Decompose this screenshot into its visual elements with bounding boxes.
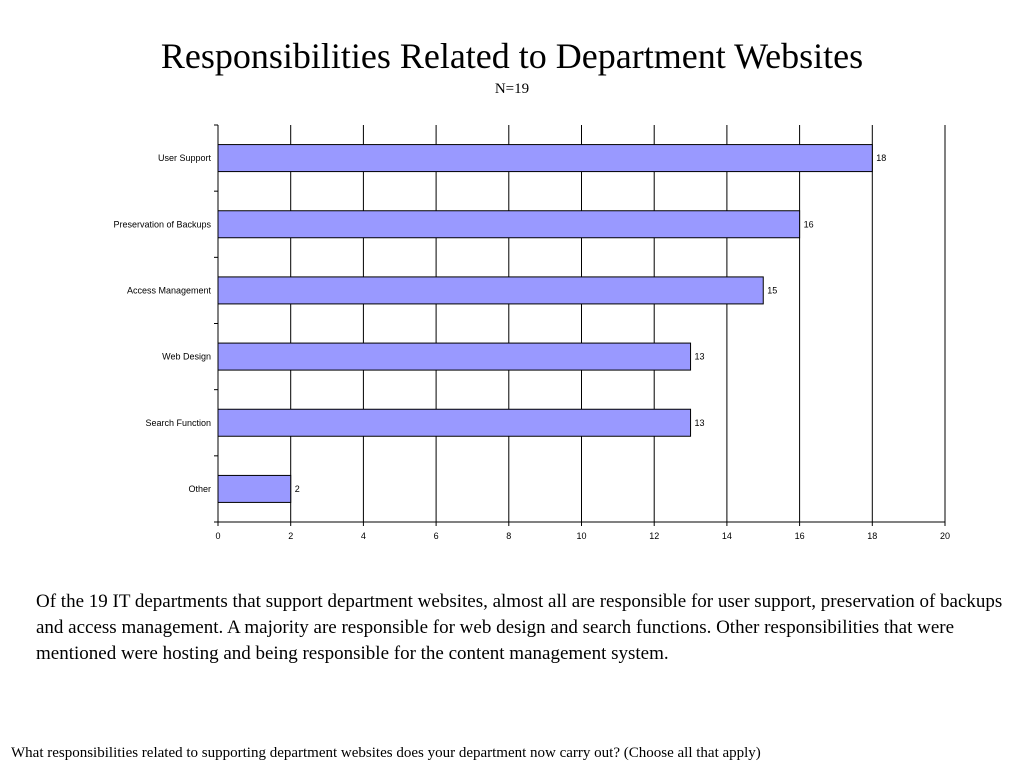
x-tick-label-20: 20 xyxy=(940,531,950,541)
x-tick-label-2: 2 xyxy=(288,531,293,541)
data-label-preservation-of-backups: 16 xyxy=(804,219,814,229)
data-label-other: 2 xyxy=(295,484,300,494)
category-label-web-design: Web Design xyxy=(162,352,211,362)
category-label-access-management: Access Management xyxy=(127,285,212,295)
category-label-preservation-of-backups: Preservation of Backups xyxy=(113,219,211,229)
survey-question: What responsibilities related to support… xyxy=(11,745,761,761)
category-label-search-function: Search Function xyxy=(145,418,211,428)
x-tick-label-18: 18 xyxy=(867,531,877,541)
x-tick-label-16: 16 xyxy=(795,531,805,541)
data-label-user-support: 18 xyxy=(876,153,886,163)
category-label-user-support: User Support xyxy=(158,153,212,163)
slide-title: Responsibilities Related to Department W… xyxy=(160,36,864,76)
bar-access-management xyxy=(217,276,764,305)
data-label-web-design: 13 xyxy=(695,352,705,362)
x-tick-label-10: 10 xyxy=(576,531,586,541)
x-tick-label-14: 14 xyxy=(722,531,732,541)
bar-search-function xyxy=(217,408,692,437)
summary-text: Of the 19 IT departments that support de… xyxy=(36,591,1003,664)
data-label-access-management: 15 xyxy=(767,285,777,295)
slide-subtitle: N=19 xyxy=(494,81,530,97)
bar-web-design xyxy=(217,342,692,371)
bar-preservation-of-backups xyxy=(217,210,801,239)
bar-other xyxy=(217,474,292,503)
x-tick-label-0: 0 xyxy=(215,531,220,541)
x-tick-label-6: 6 xyxy=(434,531,439,541)
x-tick-label-12: 12 xyxy=(649,531,659,541)
x-tick-label-4: 4 xyxy=(361,531,366,541)
data-label-search-function: 13 xyxy=(695,418,705,428)
bar-user-support xyxy=(217,144,873,173)
bar-chart: 0 2 4 6 8 10 12 14 16 18 20 User Support 18 Preservat… xyxy=(113,124,950,541)
x-tick-label-8: 8 xyxy=(506,531,511,541)
category-label-other: Other xyxy=(188,484,211,494)
